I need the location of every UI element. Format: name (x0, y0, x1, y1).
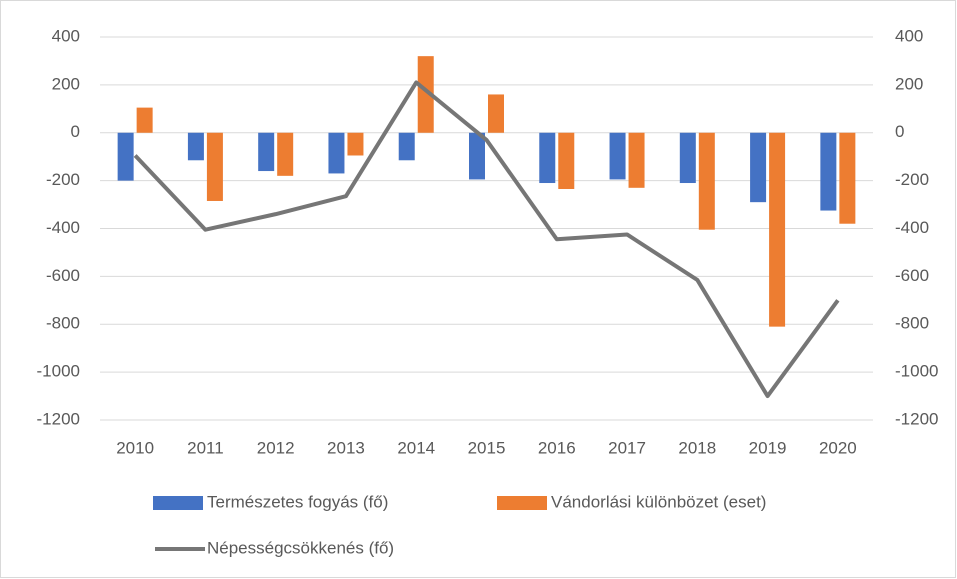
bar (206, 132, 223, 201)
bar (609, 132, 626, 180)
bar (398, 132, 415, 161)
legend-swatch (153, 496, 203, 510)
y2-tick-label: -200 (895, 170, 929, 189)
x-tick-label: 2019 (749, 438, 787, 457)
y-tick-label: -600 (46, 266, 80, 285)
y2-tick-label: -800 (895, 314, 929, 333)
bar (820, 132, 837, 211)
bar (258, 132, 275, 172)
x-tick-label: 2010 (116, 438, 154, 457)
y2-tick-label: 0 (895, 122, 904, 141)
y-tick-label: -1000 (37, 362, 80, 381)
bar (628, 132, 645, 188)
y-tick-label: -200 (46, 170, 80, 189)
bar (839, 132, 856, 224)
y-tick-label: -400 (46, 218, 80, 237)
legend-label: Népességcsökkenés (fő) (207, 538, 394, 557)
legend-label: Vándorlási különbözet (eset) (551, 492, 766, 511)
bar (277, 132, 294, 176)
y2-tick-label: 200 (895, 74, 923, 93)
bar (769, 132, 786, 327)
y-tick-label: 0 (71, 122, 80, 141)
y2-tick-label: -400 (895, 218, 929, 237)
bar (679, 132, 696, 184)
line-series (133, 80, 840, 399)
y2-tick-label: 400 (895, 26, 923, 45)
bar (750, 132, 767, 203)
x-tick-label: 2011 (187, 438, 224, 457)
x-tick-label: 2014 (397, 438, 435, 457)
y-tick-label: -1200 (37, 409, 80, 428)
x-tick-label: 2012 (257, 438, 295, 457)
x-tick-label: 2020 (819, 438, 857, 457)
bar (136, 107, 153, 133)
bar (488, 94, 504, 133)
y2-tick-label: -1200 (895, 409, 938, 428)
x-tick-label: 2017 (608, 438, 646, 457)
bar (347, 132, 364, 156)
y2-tick-label: -600 (895, 266, 929, 285)
legend-label: Természetes fogyás (fő) (207, 492, 388, 511)
x-tick-label: 2016 (538, 438, 576, 457)
y2-tick-label: -1000 (895, 362, 938, 381)
bar (187, 132, 204, 161)
x-tick-label: 2018 (678, 438, 716, 457)
bar (117, 132, 134, 181)
x-tick-label: 2015 (468, 438, 506, 457)
bar (558, 132, 575, 190)
bar (417, 56, 434, 133)
bar (469, 132, 485, 180)
bar (539, 132, 556, 184)
y-tick-label: 400 (52, 26, 80, 45)
bar (328, 132, 345, 174)
legend-swatch (497, 496, 547, 510)
bar (698, 132, 715, 230)
y-tick-label: 200 (52, 74, 80, 93)
y-tick-label: -800 (46, 314, 80, 333)
x-tick-label: 2013 (327, 438, 365, 457)
